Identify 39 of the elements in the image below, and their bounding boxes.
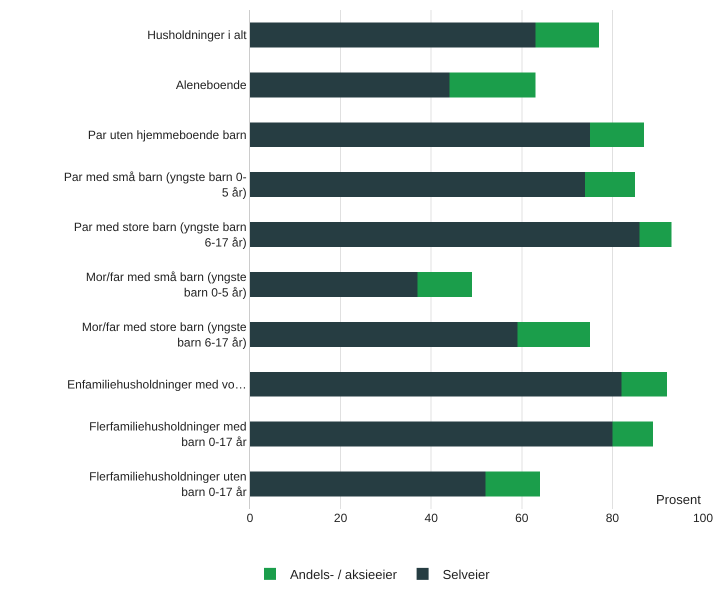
- x-tick-label: 40: [424, 511, 438, 525]
- y-tick-label: Flerfamiliehusholdninger med barn 0-17 år: [89, 420, 247, 450]
- x-axis-title: Prosent: [656, 492, 702, 507]
- bar: [250, 372, 622, 397]
- bar: [535, 22, 599, 48]
- y-tick-label: Husholdninger i alt: [147, 28, 248, 42]
- bar: [250, 222, 640, 248]
- y-tick-label: Mor/far med små barn (yngste barn 0-5 år): [86, 270, 247, 300]
- legend-label: Andels- / aksieeier: [290, 566, 398, 582]
- y-tick-label: Par med store barn (yngste barn 6-17 år): [74, 220, 247, 250]
- y-tick-label: Flerfamiliehusholdninger uten barn 0-17 år: [89, 469, 247, 500]
- x-tick-label: 80: [606, 511, 620, 525]
- bar: [449, 72, 536, 98]
- bar: [517, 322, 590, 347]
- x-tick-label: 60: [515, 511, 529, 525]
- bar: [250, 322, 518, 347]
- x-tick-label: 0: [246, 511, 254, 525]
- y-tick-label: Par med små barn (yngste barn 0- 5 år): [64, 170, 247, 200]
- bar: [486, 472, 540, 497]
- bar: [621, 372, 667, 397]
- y-tick-label: Mor/far med store barn (yngste barn 6-17 år): [82, 320, 247, 350]
- legend-label: Selveier: [442, 566, 490, 582]
- bar: [250, 22, 536, 48]
- bar: [250, 472, 486, 497]
- y-tick-label: Par uten hjemmeboende barn: [88, 128, 247, 142]
- bar: [612, 422, 654, 447]
- bar: [418, 272, 472, 297]
- bar: [640, 222, 672, 248]
- y-tick-label: Enfamiliehusholdninger med vo…: [67, 377, 247, 392]
- bar: [250, 422, 612, 447]
- y-tick-label: Aleneboende: [176, 78, 247, 92]
- bar: [585, 172, 636, 198]
- bar: [250, 172, 586, 198]
- bar: [250, 72, 450, 98]
- x-tick-label: 20: [334, 511, 348, 525]
- x-tick-label: 100: [692, 511, 714, 525]
- bar: [590, 122, 644, 148]
- bar: [250, 272, 418, 297]
- bar: [250, 122, 590, 148]
